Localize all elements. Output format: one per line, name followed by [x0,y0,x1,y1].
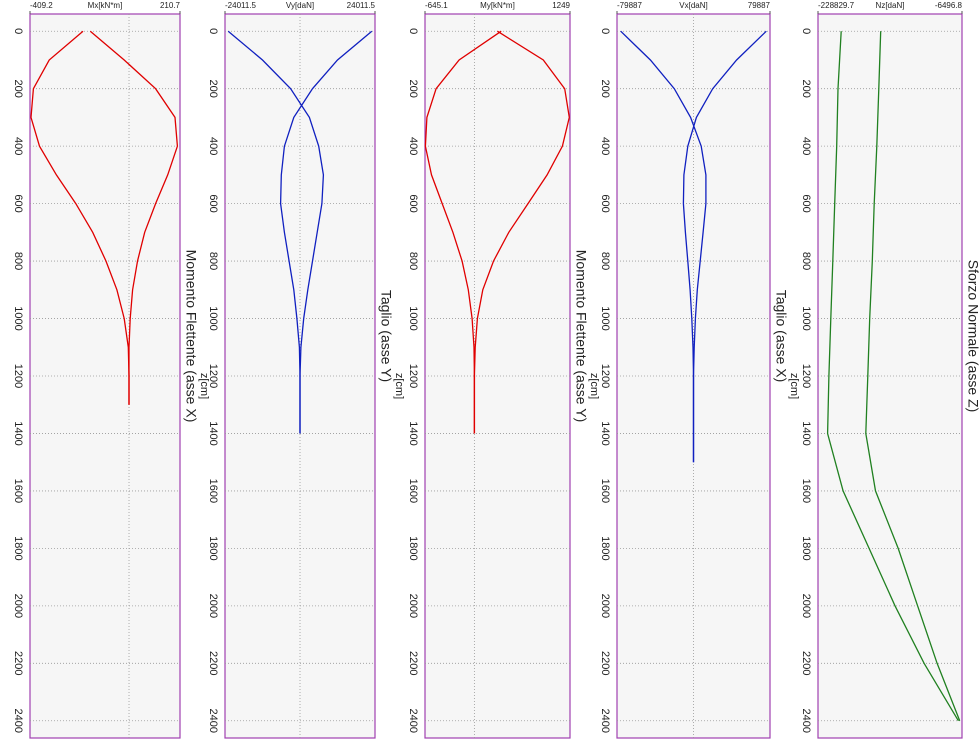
y-axis-label: z[cm] [393,373,405,399]
y-tick-label: 1800 [207,536,219,560]
chart-title: Momento Flettente (asse X) [183,250,199,423]
chart-title: Momento Flettente (asse Y) [573,250,589,422]
x-axis-label: Mx[kN*m] [88,1,123,10]
y-tick-label: 1400 [407,421,419,445]
y-tick-label: 800 [207,252,219,270]
y-tick-label: 200 [800,80,812,98]
y-tick-label: 200 [599,80,611,98]
x-tick-label: 210.7 [160,1,181,10]
y-tick-label: 2000 [407,594,419,618]
y-tick-label: 2400 [599,709,611,733]
y-tick-label: 1800 [599,536,611,560]
y-tick-label: 600 [407,194,419,212]
y-tick-label: 1800 [407,536,419,560]
x-axis-label: My[kN*m] [480,1,515,10]
y-tick-label: 2000 [12,594,24,618]
y-tick-label: 800 [407,252,419,270]
y-tick-label: 200 [407,80,419,98]
y-tick-label: 1600 [800,479,812,503]
y-tick-label: 1400 [800,421,812,445]
y-tick-label: 600 [800,194,812,212]
y-tick-label: 1800 [800,536,812,560]
x-tick-label: 1249 [552,1,570,10]
y-tick-label: 2000 [599,594,611,618]
y-tick-label: 1600 [599,479,611,503]
series-line [424,30,502,434]
y-tick-label: 1400 [12,421,24,445]
y-tick-label: 0 [800,28,812,34]
y-tick-label: 400 [599,137,611,155]
y-tick-label: 400 [207,137,219,155]
y-tick-label: 2000 [207,594,219,618]
y-tick-label: 1000 [800,306,812,330]
y-tick-label: 1200 [800,364,812,388]
chart-title: Taglio (asse Y) [378,290,394,382]
y-tick-label: 2200 [599,651,611,675]
x-tick-label: 24011.5 [347,1,376,10]
y-tick-label: 200 [12,80,24,98]
x-tick-label: -228829.7 [818,1,855,10]
y-axis-label: z[cm] [588,373,600,399]
y-tick-label: 1000 [12,306,24,330]
series-line [89,30,179,405]
y-tick-label: 0 [207,28,219,34]
y-tick-label: 600 [599,194,611,212]
x-tick-label: -6496.8 [935,1,963,10]
y-tick-label: 800 [800,252,812,270]
y-tick-label: 1000 [207,306,219,330]
x-tick-label: -409.2 [30,1,53,10]
y-tick-label: 1800 [12,536,24,560]
y-tick-label: 1000 [407,306,419,330]
y-tick-label: 1400 [207,421,219,445]
x-tick-label: -24011.5 [225,1,257,10]
y-tick-label: 1600 [207,479,219,503]
y-tick-label: 2400 [800,709,812,733]
x-axis-label: Vx[daN] [679,1,707,10]
x-tick-label: -79887 [617,1,642,10]
y-axis-label: z[cm] [788,373,800,399]
y-tick-label: 0 [407,28,419,34]
y-tick-label: 600 [207,194,219,212]
y-tick-label: 1200 [407,364,419,388]
x-tick-label: 79887 [748,1,771,10]
series-line [279,30,373,434]
y-tick-label: 0 [12,28,24,34]
x-axis-label: Vy[daN] [286,1,314,10]
y-tick-label: 1000 [599,306,611,330]
y-tick-label: 1200 [207,364,219,388]
y-tick-label: 1200 [12,364,24,388]
y-tick-label: 1600 [12,479,24,503]
y-tick-label: 2400 [12,709,24,733]
y-tick-label: 400 [407,137,419,155]
series-line [865,31,961,722]
y-tick-label: 1200 [599,364,611,388]
y-tick-label: 400 [12,137,24,155]
y-tick-label: 2200 [207,651,219,675]
y-axis-label: z[cm] [198,373,210,399]
y-tick-label: 0 [599,28,611,34]
y-tick-label: 600 [12,194,24,212]
y-tick-label: 2200 [12,651,24,675]
y-tick-label: 2400 [207,709,219,733]
y-tick-label: 2400 [407,709,419,733]
y-tick-label: 200 [207,80,219,98]
y-tick-label: 1600 [407,479,419,503]
y-tick-label: 2000 [800,594,812,618]
x-tick-label: -645.1 [425,1,448,10]
y-tick-label: 800 [12,252,24,270]
y-tick-label: 2200 [800,651,812,675]
series-line [682,30,767,463]
y-tick-label: 800 [599,252,611,270]
series-line [826,31,959,722]
series-line [30,30,130,405]
y-tick-label: 1400 [599,421,611,445]
chart-title: Sforzo Normale (asse Z) [965,260,980,412]
chart-title: Taglio (asse X) [773,290,789,383]
x-axis-label: Nz[daN] [876,1,905,10]
y-tick-label: 400 [800,137,812,155]
y-tick-label: 2200 [407,651,419,675]
